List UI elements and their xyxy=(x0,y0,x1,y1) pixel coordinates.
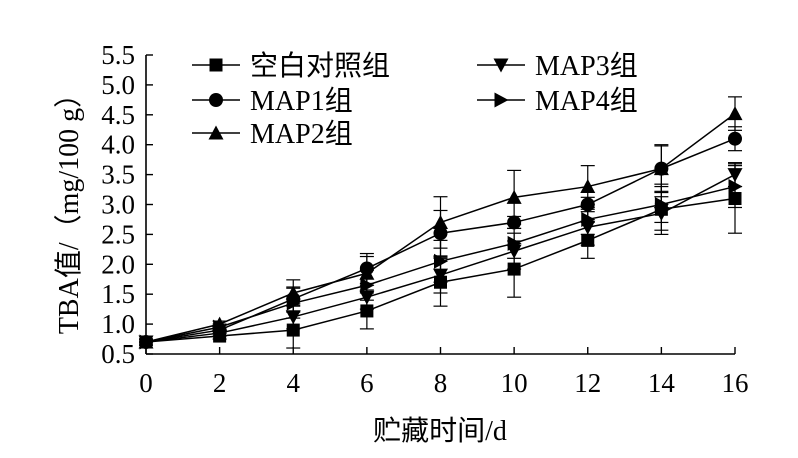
y-tick-label: 5.0 xyxy=(101,70,135,100)
x-axis-title: 贮藏时间/d xyxy=(373,415,507,447)
y-tick-label: 2.5 xyxy=(101,219,135,249)
legend-item: 空白对照组 xyxy=(192,50,390,82)
data-point xyxy=(653,161,669,176)
x-tick-label: 6 xyxy=(360,368,374,398)
data-point xyxy=(434,253,448,269)
axes: 0 2 4 6 8 10 12 14 16 0.51.01.52.02.53.03.54.04.5… xyxy=(101,40,748,398)
legend-label: MAP2组 xyxy=(250,118,353,150)
data-point xyxy=(139,334,154,350)
y-tick-label: 4.0 xyxy=(101,130,135,160)
x-tick-label: 16 xyxy=(722,368,749,398)
data-point xyxy=(727,106,743,121)
y-tick-label: 4.5 xyxy=(101,100,135,130)
legend-label: MAP1组 xyxy=(250,85,353,117)
x-tick-label: 10 xyxy=(501,368,528,398)
y-tick-label: 5.5 xyxy=(101,40,135,70)
data-point xyxy=(359,290,375,305)
legend-marker xyxy=(493,58,509,73)
data-point xyxy=(285,285,301,300)
legend-label: MAP3组 xyxy=(535,50,638,82)
x-tick-label: 8 xyxy=(434,368,448,398)
series-markers xyxy=(138,106,743,350)
legend-marker xyxy=(494,92,509,108)
y-tick-label: 1.5 xyxy=(101,279,135,309)
x-tick-label: 12 xyxy=(574,368,601,398)
legend-marker xyxy=(209,58,223,72)
data-point xyxy=(213,319,228,335)
y-axis-title: TBA值/（mg/100 g） xyxy=(53,80,85,334)
data-point xyxy=(727,168,743,183)
data-point xyxy=(654,197,669,212)
y-tick-label: 3.0 xyxy=(101,190,135,220)
legend-marker xyxy=(208,125,224,140)
legend-item: MAP3组 xyxy=(477,50,638,82)
legend-item: MAP1组 xyxy=(192,85,353,117)
legend-label: MAP4组 xyxy=(535,85,638,117)
data-point xyxy=(580,197,595,212)
data-point xyxy=(433,268,448,283)
data-point xyxy=(507,215,522,230)
data-point xyxy=(359,265,375,280)
x-tick-label: 14 xyxy=(648,368,676,398)
legend-label: 空白对照组 xyxy=(250,50,390,82)
data-point xyxy=(360,304,374,318)
x-tick-label: 2 xyxy=(213,368,227,398)
y-tick-label: 0.5 xyxy=(101,339,135,369)
data-point xyxy=(507,235,522,251)
data-point xyxy=(433,226,448,241)
data-point xyxy=(286,295,301,311)
x-tick-label: 4 xyxy=(287,368,301,398)
data-point xyxy=(433,214,448,229)
data-point xyxy=(728,179,743,195)
data-point xyxy=(507,262,521,276)
legend-item: MAP4组 xyxy=(477,85,638,117)
y-tick-label: 3.5 xyxy=(101,160,135,190)
y-tick-label: 1.0 xyxy=(101,309,135,339)
data-point xyxy=(581,233,595,247)
legend-item: MAP2组 xyxy=(192,118,353,150)
legend-marker xyxy=(209,93,223,107)
data-point xyxy=(506,189,522,204)
data-point xyxy=(285,310,301,325)
data-point xyxy=(581,211,596,227)
data-point xyxy=(286,323,300,337)
data-point xyxy=(728,192,742,206)
y-tick-label: 2.0 xyxy=(101,249,135,279)
data-point xyxy=(360,277,375,293)
data-point xyxy=(728,131,742,146)
data-point xyxy=(580,179,596,194)
x-tick-label: 0 xyxy=(139,368,153,398)
